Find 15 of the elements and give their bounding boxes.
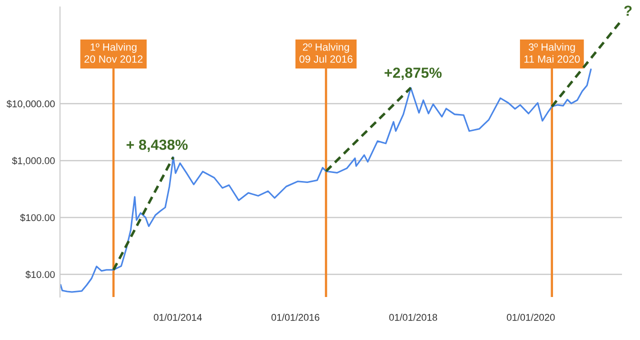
x-tick-label: 01/01/2014 [154,314,202,321]
ref-line-label: 2º Halving 09 Jul 2016 [299,43,352,63]
x-tick-label: 01/01/2020 [506,314,555,321]
y-tick-label: $1,000.00 [12,156,55,166]
ref-line-label: 1º Halving 20 Nov 2012 [84,43,143,63]
line-series [60,68,592,293]
y-tick-label: $100.00 [20,214,55,222]
x-tick-label: 01/01/2016 [271,314,320,321]
text: ? [624,6,632,16]
y-tick-label: $10.00 [26,270,55,279]
x-tick-label: 01/01/2018 [389,314,438,321]
y-tick-label: $10,000.00 [6,100,55,108]
ref-line-label: 3º Halving 11 Mai 2020 [524,43,580,63]
annotation: + 8,438% [126,140,188,152]
annotation: +2,875% [384,68,442,80]
